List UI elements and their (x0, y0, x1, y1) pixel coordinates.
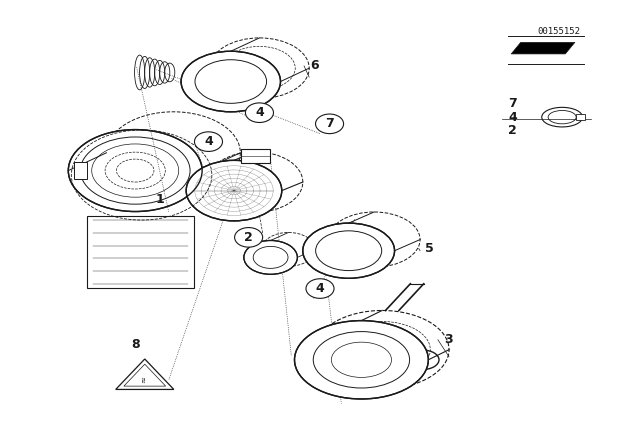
Text: ≈: ≈ (138, 376, 147, 383)
Circle shape (306, 279, 334, 298)
Text: 4: 4 (508, 111, 516, 124)
Ellipse shape (181, 51, 280, 112)
Text: 4: 4 (255, 106, 264, 119)
Circle shape (235, 228, 262, 247)
Circle shape (195, 132, 223, 151)
Ellipse shape (294, 321, 428, 399)
Text: 7: 7 (325, 117, 334, 130)
Text: 2: 2 (244, 231, 253, 244)
Text: 7: 7 (508, 97, 516, 110)
Ellipse shape (68, 129, 202, 211)
Polygon shape (116, 359, 174, 389)
Text: 6: 6 (310, 60, 319, 73)
Text: 4: 4 (204, 135, 213, 148)
Text: 2: 2 (508, 124, 516, 137)
Text: 4: 4 (316, 282, 324, 295)
Circle shape (316, 114, 344, 134)
FancyBboxPatch shape (87, 216, 194, 288)
Text: 5: 5 (425, 242, 434, 255)
Ellipse shape (186, 160, 282, 221)
Ellipse shape (303, 223, 394, 278)
Ellipse shape (244, 241, 298, 274)
FancyBboxPatch shape (576, 115, 585, 120)
Text: 3: 3 (444, 333, 453, 346)
Polygon shape (74, 162, 87, 179)
Text: 8: 8 (131, 338, 140, 351)
Polygon shape (511, 43, 575, 54)
Text: 00155152: 00155152 (538, 27, 580, 36)
Circle shape (246, 103, 273, 122)
Polygon shape (124, 364, 166, 386)
FancyBboxPatch shape (241, 149, 270, 163)
Text: 1: 1 (155, 193, 164, 206)
